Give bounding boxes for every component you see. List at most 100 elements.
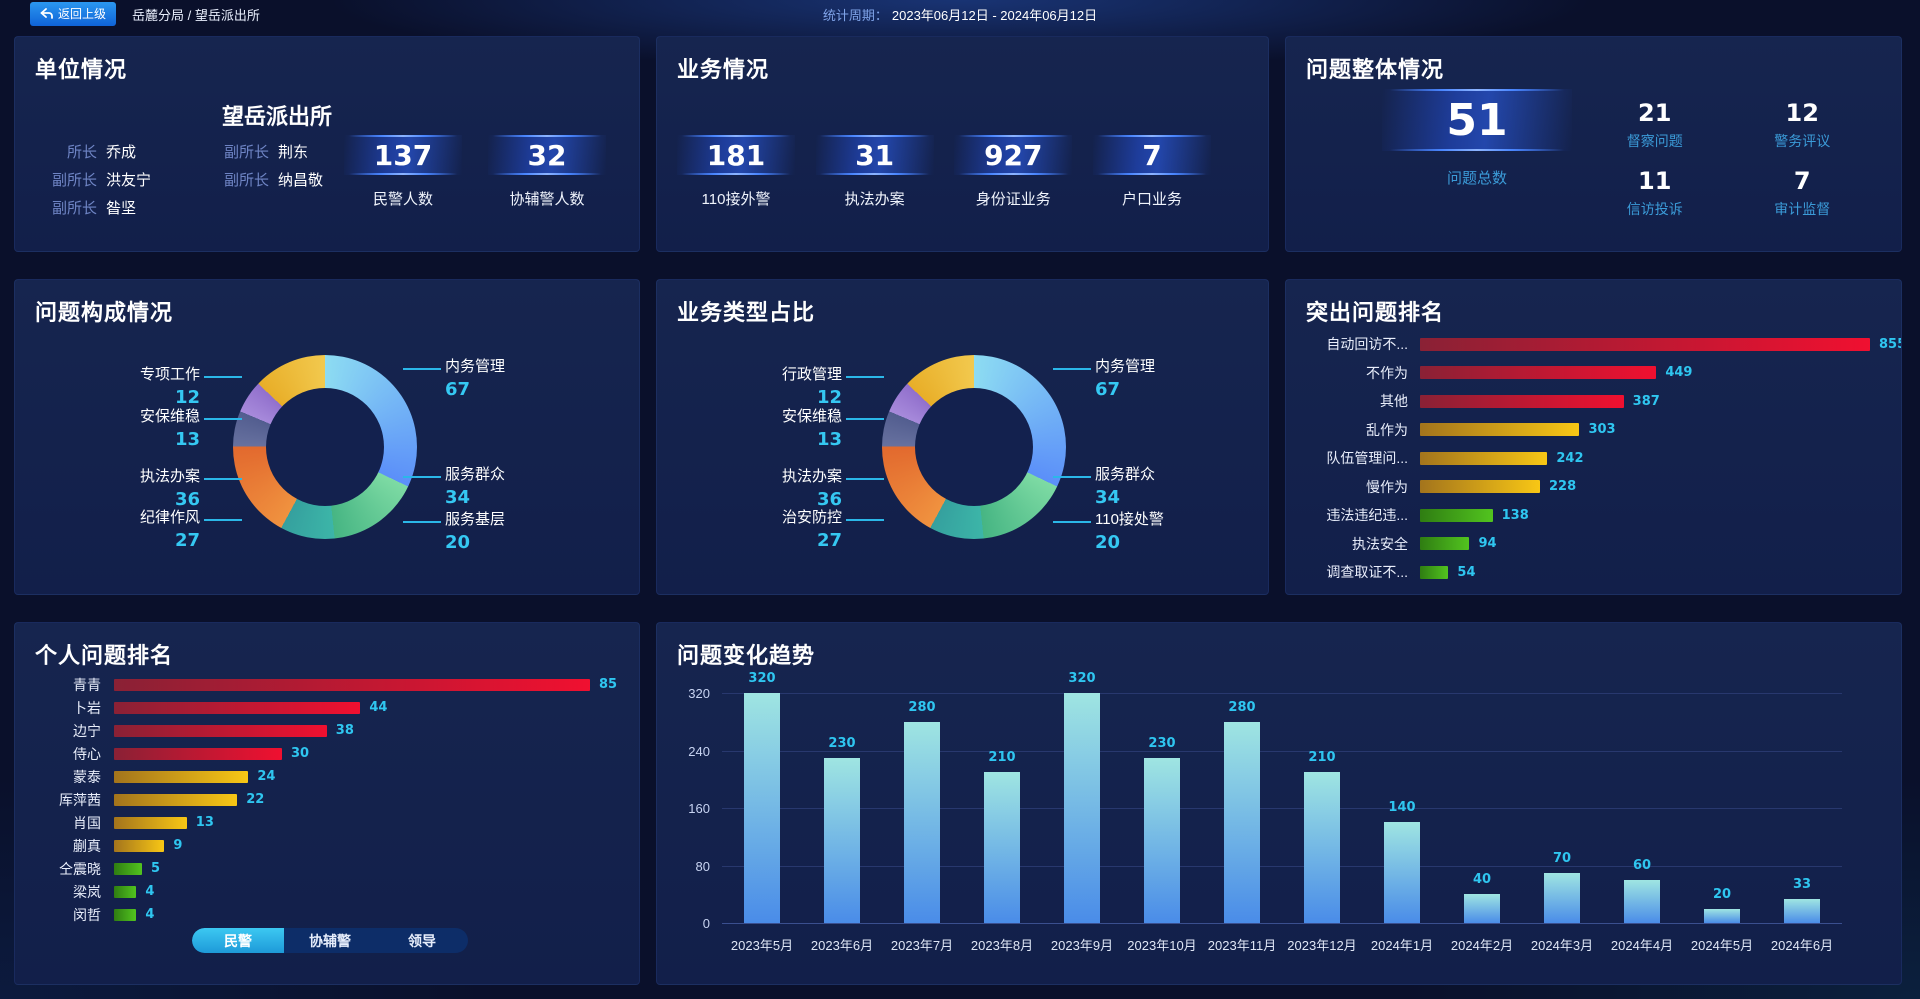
breadcrumb[interactable]: 岳麓分局 / 望岳派出所 — [132, 7, 260, 23]
stat-value: 137 — [373, 138, 433, 172]
rank-value: 54 — [1457, 564, 1476, 580]
trend-bar-value: 70 — [1552, 850, 1572, 866]
trend-bar-value: 33 — [1792, 877, 1812, 893]
leader-name: 昝坚 — [106, 200, 137, 217]
trend-bar — [1624, 879, 1660, 923]
donut-slice-name: 110接处警 — [1095, 511, 1164, 528]
x-axis-category-label: 2023年10月 — [1127, 938, 1197, 953]
stat-value: 927 — [984, 138, 1043, 172]
leader-role: 副所长 — [223, 144, 269, 161]
trend-bar-value: 230 — [1148, 735, 1176, 751]
donut-slice-name: 服务基层 — [445, 511, 506, 528]
business-stat: 181 110接外警 — [675, 135, 797, 209]
gridline — [722, 693, 1842, 694]
rank-value: 4 — [145, 907, 155, 922]
rank-bar — [114, 678, 590, 691]
tab-xiefujing[interactable]: 协辅警 — [309, 932, 351, 949]
rank-bar — [114, 862, 142, 875]
top-bar: 返回上级 岳麓分局 / 望岳派出所 统计周期： 2023年06月12日 - 202… — [0, 0, 1920, 28]
donut-slice-name: 内务管理 — [445, 358, 506, 375]
leader-role: 副所长 — [51, 200, 97, 217]
gridline — [722, 808, 1842, 809]
donut-slice-name: 安保维稳 — [139, 408, 200, 425]
rank-value: 855 — [1879, 336, 1901, 352]
donut-slice-value: 12 — [816, 386, 842, 408]
trend-bar-value: 210 — [988, 750, 1016, 766]
rank-value: 449 — [1665, 365, 1693, 381]
donut-callout-label: 内务管理 67 — [402, 358, 506, 401]
rank-bar — [114, 839, 165, 852]
trend-bar-value: 210 — [1308, 750, 1336, 766]
statistic-period: 统计周期： 2023年06月12日 - 2024年06月12日 — [823, 5, 1097, 24]
panel-title-problem-trend: 问题变化趋势 — [677, 643, 816, 668]
panel-title-business-type-share: 业务类型占比 — [677, 300, 816, 325]
stat-label: 执法办案 — [844, 191, 905, 208]
stat-value: 11 — [1638, 167, 1672, 195]
donut-slice-name: 治安防控 — [781, 509, 842, 526]
rank-value: 30 — [291, 746, 310, 761]
rank-row: 边宁 38 — [29, 719, 623, 742]
stat-value: 181 — [706, 138, 766, 172]
stat-value: 32 — [527, 138, 567, 172]
rank-row: 调查取证不... 54 — [1300, 558, 1885, 587]
trend-bar — [1224, 721, 1260, 923]
rank-category-label: 卜岩 — [73, 699, 101, 716]
stat-plate: 31 — [815, 135, 934, 175]
leader-name: 乔成 — [106, 144, 137, 161]
rank-category-label: 不作为 — [1366, 364, 1408, 381]
donut-slice-name: 行政管理 — [781, 366, 842, 383]
leader-item: 副所长 昝坚 — [45, 197, 217, 218]
rank-bar — [1420, 565, 1449, 579]
unit-stats: 137 民警人数 32 协辅警人数 — [344, 135, 606, 209]
period-label: 统计周期： — [822, 7, 888, 23]
tab-minjing[interactable]: 民警 — [192, 928, 284, 953]
gridline — [722, 750, 1842, 752]
rank-bar — [114, 724, 327, 737]
panel-business-type-share: 业务类型占比 内务管理 67 服务群众 34 110接处警 20 执法办案 36 安保维稳 13 行… — [656, 279, 1269, 595]
rank-row: 乱作为 303 — [1300, 416, 1885, 445]
stat-value: 21 — [1638, 99, 1672, 127]
rank-bar — [114, 747, 282, 760]
y-axis-tick-label: 0 — [702, 916, 710, 931]
x-axis-category-label: 2023年8月 — [970, 938, 1034, 953]
donut-slice-value: 34 — [445, 486, 471, 508]
rank-bar — [114, 701, 361, 714]
stat-label: 民警人数 — [372, 191, 433, 208]
rank-row: 青青 85 — [29, 673, 623, 696]
stat-plate: 32 — [488, 135, 606, 175]
trend-bar — [984, 772, 1020, 923]
rank-value: 4 — [145, 884, 155, 899]
back-button[interactable]: 返回上级 — [30, 2, 117, 26]
trend-bar-value: 60 — [1632, 857, 1652, 873]
panel-business: 业务情况 181 110接外警 31 执法办案 927 身份证业务 7 户口业务 — [656, 36, 1269, 252]
rank-row: 闵哲 4 — [29, 903, 623, 926]
rank-category-label: 调查取证不... — [1326, 564, 1408, 581]
leader-item: 副所长 纳昌敬 — [217, 169, 389, 190]
donut-slice-value: 36 — [174, 488, 200, 510]
rank-bar — [1420, 394, 1624, 408]
rank-value: 242 — [1556, 450, 1584, 466]
rank-bar — [114, 793, 238, 806]
rank-category-label: 仝震晓 — [59, 860, 101, 877]
donut-ring — [233, 355, 417, 539]
x-axis-category-label: 2024年2月 — [1450, 938, 1514, 953]
trend-bar — [1784, 899, 1820, 923]
rank-bar — [1420, 423, 1580, 437]
problem-trend-bar-chart: 0 80 160 240 320 320 2023年5月 230 2023年6月 280 2023年… — [688, 671, 1842, 953]
x-axis-category-label: 2023年7月 — [890, 938, 954, 953]
donut-slice-name: 安保维稳 — [781, 408, 842, 425]
rank-bar — [1420, 366, 1657, 380]
stat-value: 12 — [1785, 99, 1819, 127]
rank-value: 85 — [599, 677, 618, 692]
stat-plate: 181 — [677, 135, 795, 175]
donut-ring — [882, 355, 1066, 539]
donut-callout-label: 执法办案 36 — [657, 468, 884, 511]
stat-label: 问题总数 — [1446, 170, 1507, 187]
rank-category-label: 自动回访不... — [1326, 336, 1408, 353]
problem-quad-stat: 11 信访投诉 — [1581, 167, 1729, 219]
station-name: 望岳派出所 — [221, 104, 332, 129]
donut-slice-name: 执法办案 — [139, 468, 200, 485]
rank-value: 303 — [1588, 422, 1616, 438]
tab-lingdao[interactable]: 领导 — [408, 932, 436, 949]
leader-item: 副所长 洪友宁 — [45, 169, 217, 190]
